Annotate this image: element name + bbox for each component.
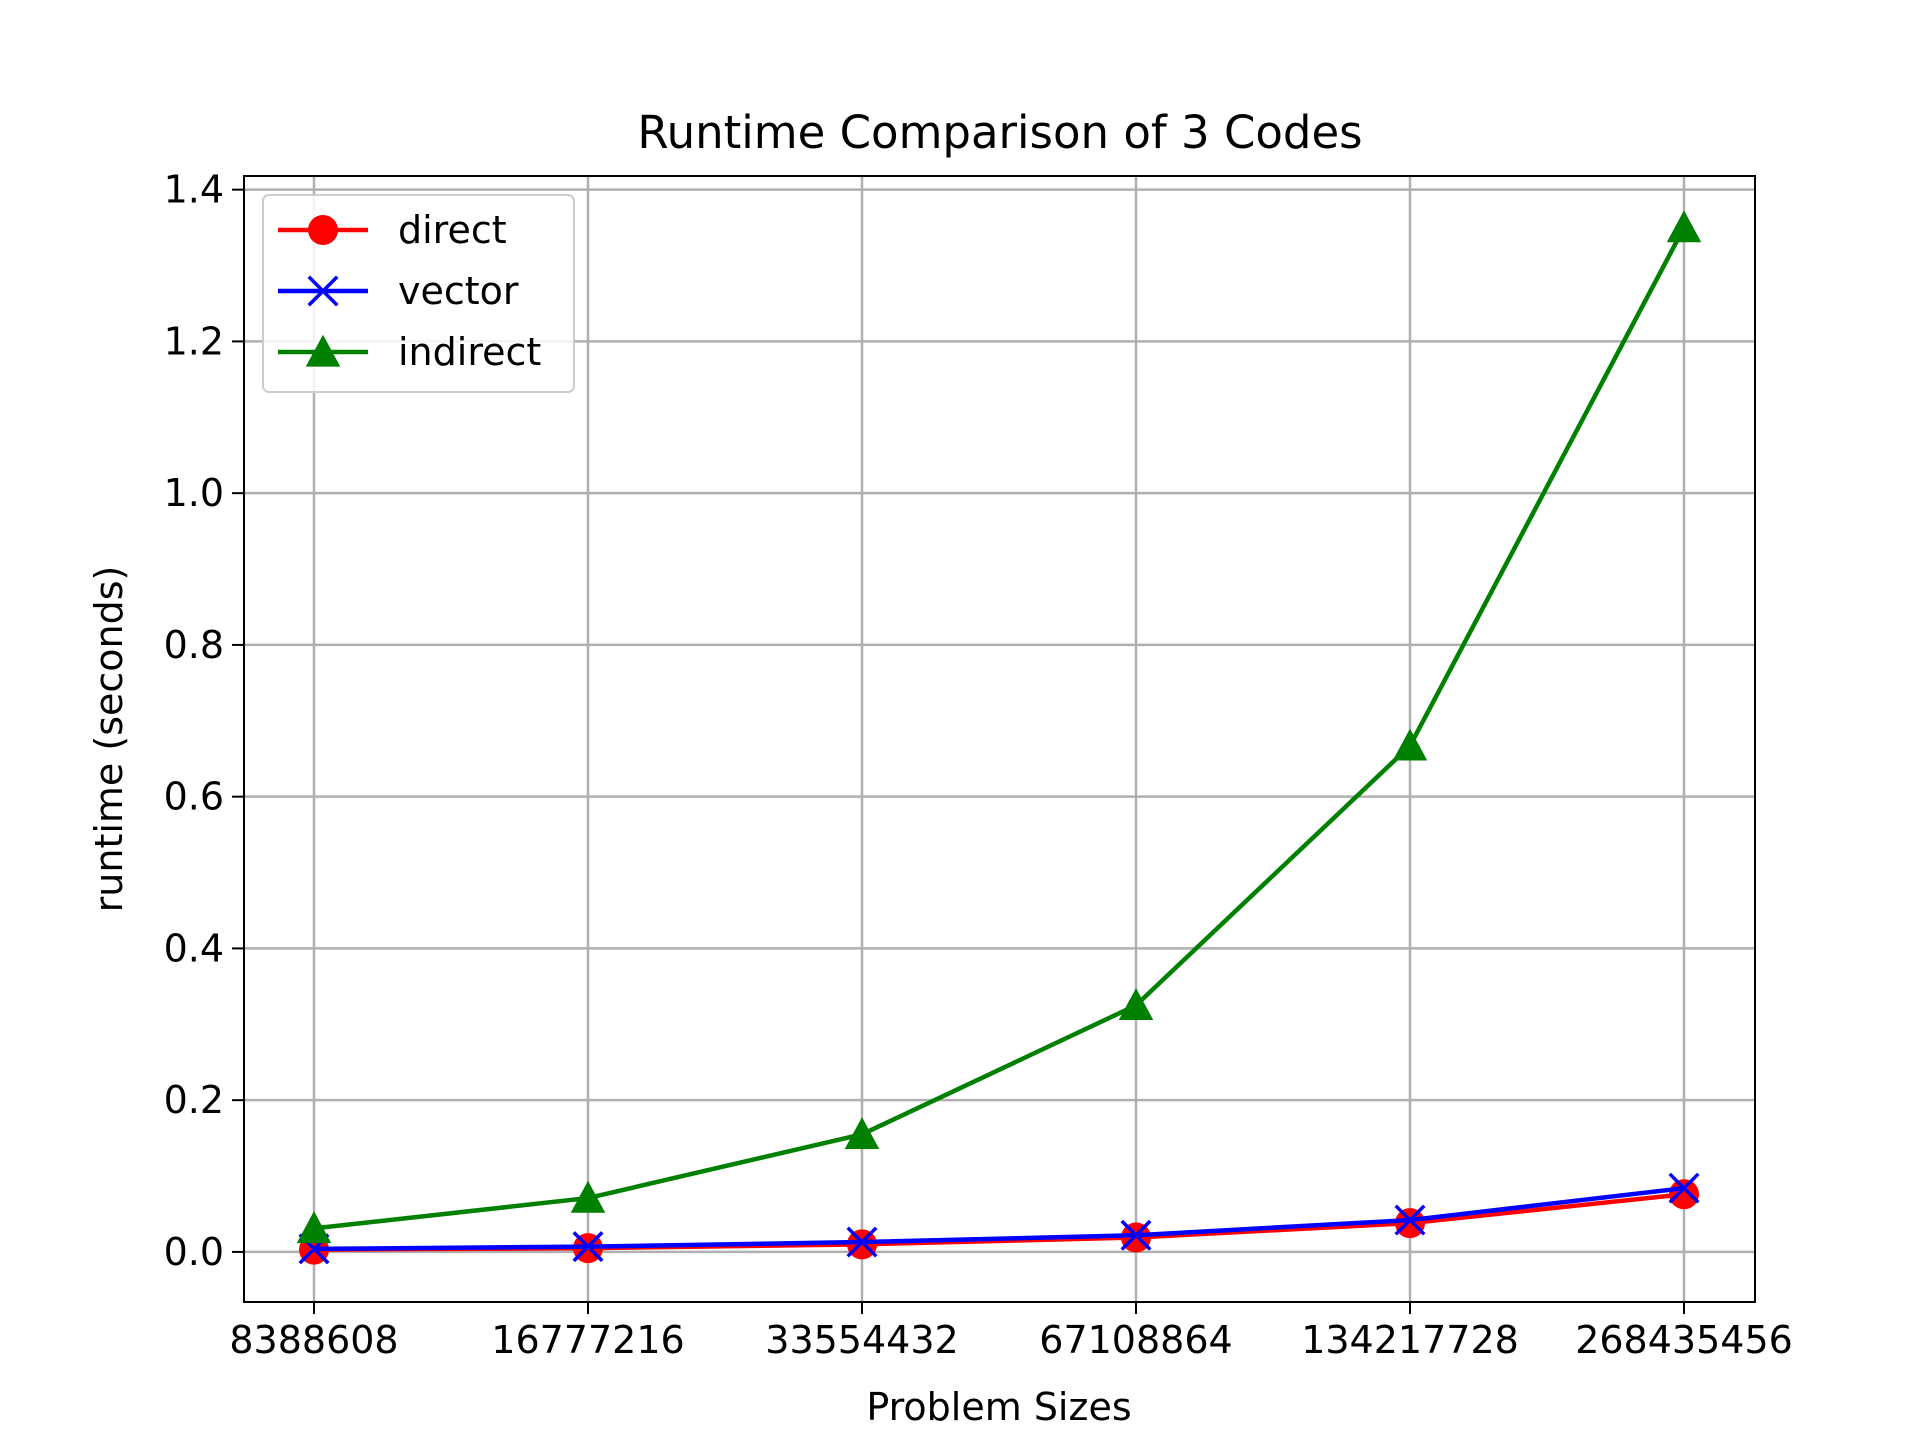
y-tick-label: 0.8 [164, 623, 224, 667]
series-line-indirect [313, 226, 1686, 1231]
x-tick-label: 134217728 [1301, 1318, 1519, 1362]
data-point-vector [1394, 1204, 1426, 1236]
data-point-indirect [1392, 728, 1428, 761]
data-point-indirect [1118, 988, 1154, 1020]
legend-marker [307, 275, 339, 307]
data-point-direct [1395, 1208, 1425, 1239]
y-tick-label: 0.4 [164, 926, 224, 970]
data-point-indirect [570, 1180, 606, 1213]
y-tick-label: 1.0 [164, 471, 224, 515]
legend-marker [305, 334, 341, 367]
x-tick-label: 8388608 [229, 1318, 398, 1362]
data-point-indirect [844, 1117, 880, 1149]
x-axis-label: Problem Sizes [866, 1385, 1131, 1429]
legend-item-vector: vector [278, 269, 519, 313]
legend-frame [262, 194, 575, 393]
y-tick-label: 0.2 [164, 1078, 224, 1122]
legend-item-indirect: indirect [278, 330, 541, 374]
y-tick-label: 1.2 [164, 319, 224, 363]
x-tick-label: 16777216 [491, 1318, 684, 1362]
legend-marker [308, 215, 338, 245]
y-tick-label: 0.0 [164, 1230, 224, 1274]
y-tick-label: 1.4 [164, 168, 224, 212]
x-tick-label: 33554432 [765, 1318, 958, 1362]
series-vector [298, 1172, 1700, 1265]
y-axis-label: runtime (seconds) [87, 566, 131, 913]
x-tick-label: 67108864 [1039, 1318, 1232, 1362]
data-point-indirect [1666, 210, 1702, 243]
legend-label: indirect [398, 330, 541, 374]
plot-frame [243, 175, 1756, 1303]
legend-label: vector [398, 269, 519, 313]
data-point-direct [1669, 1179, 1699, 1210]
series-layer [296, 210, 1702, 1265]
y-tick-label: 0.6 [164, 775, 224, 819]
data-point-vector [1120, 1219, 1152, 1251]
chart-title: Runtime Comparison of 3 Codes [637, 106, 1362, 159]
data-point-vector [846, 1226, 878, 1258]
ticks: 8388608 16777216 33554432 67108864 134217728… [164, 168, 1793, 1362]
data-point-vector [1668, 1172, 1700, 1204]
legend: direct vector indirect [262, 194, 575, 393]
data-point-indirect [296, 1211, 332, 1244]
data-point-vector [572, 1231, 604, 1263]
series-line-vector [313, 1185, 1685, 1252]
x-tick-label: 268435456 [1575, 1318, 1793, 1362]
series-indirect [296, 210, 1702, 1244]
legend-label: direct [398, 208, 507, 252]
legend-item-direct: direct [278, 208, 507, 252]
